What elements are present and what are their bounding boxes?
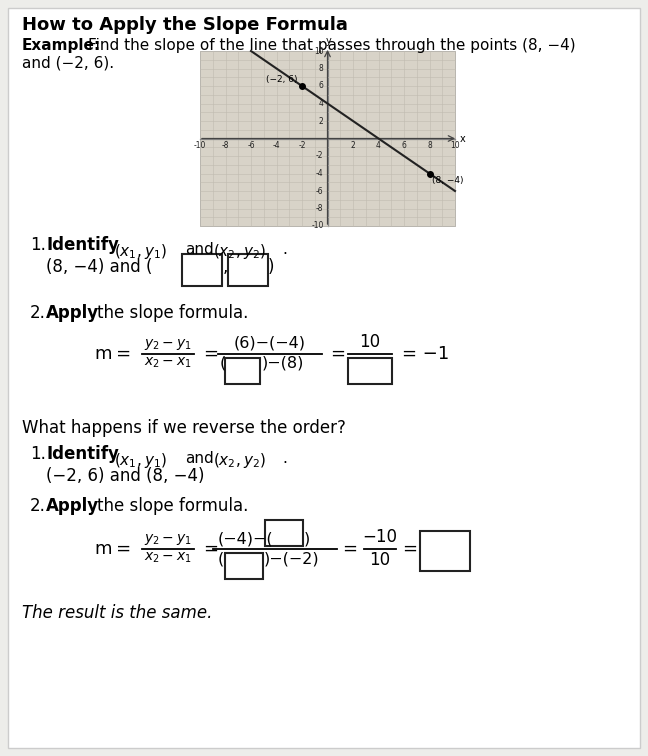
Text: ,: , <box>223 258 228 276</box>
Text: -6: -6 <box>316 187 323 196</box>
Text: .: . <box>282 242 287 257</box>
Text: the slope formula.: the slope formula. <box>97 304 248 322</box>
Text: =: = <box>330 345 345 363</box>
Text: = −1: = −1 <box>402 345 449 363</box>
Text: =: = <box>342 540 357 558</box>
Text: 2: 2 <box>351 141 355 150</box>
Text: -10: -10 <box>311 222 323 231</box>
Text: 4: 4 <box>319 99 323 108</box>
Text: and (−2, 6).: and (−2, 6). <box>22 55 114 70</box>
Bar <box>182 254 222 286</box>
Text: 8: 8 <box>427 141 432 150</box>
Text: $x_2-x_1$: $x_2-x_1$ <box>144 551 192 565</box>
Text: -10: -10 <box>194 141 206 150</box>
Text: x: x <box>460 134 466 144</box>
Text: -4: -4 <box>316 169 323 178</box>
Text: .: . <box>282 451 287 466</box>
Text: =: = <box>402 540 417 558</box>
Text: Find the slope of the line that passes through the points (8, −4): Find the slope of the line that passes t… <box>88 38 575 53</box>
Text: 8: 8 <box>319 64 323 73</box>
Text: (−2, 6): (−2, 6) <box>266 75 298 84</box>
Text: (8, −4): (8, −4) <box>432 175 464 184</box>
Text: 1.: 1. <box>30 445 46 463</box>
Text: ): ) <box>304 531 310 546</box>
Text: -8: -8 <box>222 141 229 150</box>
Text: How to Apply the Slope Formula: How to Apply the Slope Formula <box>22 16 348 34</box>
Text: 2.: 2. <box>30 304 46 322</box>
Text: )−(8): )−(8) <box>262 356 305 371</box>
Text: y: y <box>326 36 331 46</box>
Text: Identify: Identify <box>46 236 119 254</box>
Text: -4: -4 <box>273 141 281 150</box>
Text: $(x_2,y_2)$: $(x_2,y_2)$ <box>213 242 266 261</box>
Text: 10: 10 <box>450 141 460 150</box>
Text: 10: 10 <box>360 333 380 351</box>
Text: (: ( <box>220 356 226 371</box>
Text: 1.: 1. <box>30 236 46 254</box>
Text: Apply: Apply <box>46 497 99 515</box>
Text: m =: m = <box>95 345 131 363</box>
Bar <box>265 520 303 546</box>
Text: =: = <box>203 345 218 363</box>
Bar <box>228 254 268 286</box>
Text: ): ) <box>268 258 275 276</box>
Text: (−2, 6) and (8, −4): (−2, 6) and (8, −4) <box>46 467 205 485</box>
Text: 2: 2 <box>319 116 323 125</box>
Text: )−(−2): )−(−2) <box>264 552 319 567</box>
Bar <box>225 358 260 384</box>
Text: and: and <box>185 451 214 466</box>
Text: -2: -2 <box>298 141 306 150</box>
Text: −10: −10 <box>362 528 397 546</box>
Text: $y_2-y_1$: $y_2-y_1$ <box>145 337 192 352</box>
Text: the slope formula.: the slope formula. <box>97 497 248 515</box>
Text: $y_2-y_1$: $y_2-y_1$ <box>145 532 192 547</box>
Text: 6: 6 <box>402 141 406 150</box>
Text: 6: 6 <box>319 82 323 91</box>
Text: (8, −4) and (: (8, −4) and ( <box>46 258 152 276</box>
Text: 2.: 2. <box>30 497 46 515</box>
Bar <box>348 358 392 384</box>
Text: $(x_1,y_1)$: $(x_1,y_1)$ <box>114 451 167 470</box>
Bar <box>420 531 470 571</box>
Text: (6)−(−4): (6)−(−4) <box>234 336 306 351</box>
Bar <box>200 51 455 226</box>
Text: =: = <box>203 540 218 558</box>
Text: -6: -6 <box>247 141 255 150</box>
Text: $x_2-x_1$: $x_2-x_1$ <box>144 356 192 370</box>
Text: The result is the same.: The result is the same. <box>22 604 213 622</box>
Text: and: and <box>185 242 214 257</box>
Text: 10: 10 <box>369 551 391 569</box>
Text: (−4)−(: (−4)−( <box>218 531 273 546</box>
Text: What happens if we reverse the order?: What happens if we reverse the order? <box>22 419 346 437</box>
Text: Apply: Apply <box>46 304 99 322</box>
Text: $(x_2,y_2)$: $(x_2,y_2)$ <box>213 451 266 470</box>
Text: m =: m = <box>95 540 131 558</box>
Text: 4: 4 <box>376 141 381 150</box>
Text: 10: 10 <box>314 47 323 55</box>
Bar <box>225 553 263 579</box>
Text: Identify: Identify <box>46 445 119 463</box>
Text: Example:: Example: <box>22 38 101 53</box>
Text: -8: -8 <box>316 204 323 213</box>
Text: (: ( <box>218 552 224 567</box>
Text: $(x_1,y_1)$: $(x_1,y_1)$ <box>114 242 167 261</box>
Text: -2: -2 <box>316 151 323 160</box>
